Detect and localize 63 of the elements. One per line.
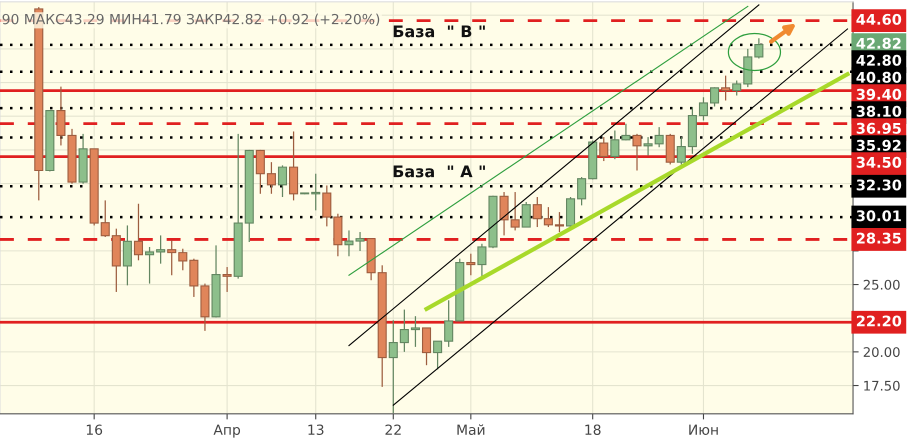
x-tick-label: Июн: [689, 424, 718, 435]
text: 42.82: [856, 38, 901, 49]
candlestick: [654, 126, 664, 148]
candlestick: [388, 320, 398, 414]
candlestick: [532, 196, 542, 228]
candlestick: [698, 96, 708, 122]
candlestick: [311, 173, 320, 211]
candlestick: [754, 38, 764, 60]
candlestick: [721, 74, 730, 102]
x-tick-label: 13: [308, 424, 324, 435]
candlestick: [522, 201, 531, 228]
candlestick: [145, 246, 154, 284]
ref-line-label: 40.80: [856, 72, 902, 83]
x-tick-label: Апр: [214, 424, 240, 438]
candlestick: [134, 203, 144, 261]
ref-line-label: 35.92: [856, 140, 901, 151]
ref-line-label: 34.50: [856, 156, 902, 168]
candlestick: [644, 136, 653, 156]
candlestick: [356, 231, 365, 252]
ref-line-label: 36.95: [856, 122, 901, 134]
x-tick-label: 18: [585, 424, 601, 435]
ref-line-label: 22.20: [856, 315, 902, 326]
candlestick: [554, 211, 564, 233]
candlestick: [500, 191, 509, 236]
ref-line-label: 44.60: [856, 14, 902, 25]
ref-line-label: 38.10: [856, 106, 902, 117]
candlestick: [466, 253, 476, 276]
candlestick: [344, 230, 354, 257]
candlestick: [444, 300, 454, 348]
x-tick-label: 22: [385, 424, 401, 435]
annotation: База " A ": [394, 166, 485, 178]
candlestick: [156, 234, 166, 264]
ref-line-label: 30.01: [856, 210, 901, 222]
candlestick: [278, 164, 288, 198]
candlestick: [100, 200, 110, 238]
candlestick: [477, 243, 486, 278]
y-tick-label: 20.00: [864, 347, 900, 358]
candlestick: [610, 130, 620, 160]
candlestick: [544, 206, 553, 228]
candlestick: [256, 149, 265, 194]
ref-line-label: 42.80: [856, 54, 902, 66]
candlestick: [621, 123, 630, 142]
candlestick: [400, 308, 409, 352]
candlestick: [266, 162, 276, 194]
candlestick: [510, 191, 520, 232]
candlestick: [410, 316, 420, 348]
ref-line-label: 28.35: [856, 232, 901, 244]
x-tick-label: Май: [457, 424, 484, 435]
candlestick: [222, 266, 232, 293]
y-tick-label: 17.50: [864, 380, 900, 391]
text: 90 МАКС43.29 МИН41.79 ЗАКР42.82 +0.92 (+2.20%): [2, 14, 380, 26]
candlestick: [710, 86, 720, 108]
y-tick-label: 25.00: [864, 280, 900, 290]
ref-line-label: 39.40: [856, 88, 902, 100]
candlestick: [433, 340, 442, 370]
ref-line-label: 32.30: [856, 179, 902, 190]
candlestick: [599, 136, 608, 162]
candlestick: [577, 176, 586, 206]
x-tick-label: 16: [86, 424, 102, 435]
candlestick: [322, 184, 332, 227]
candlestick: [632, 133, 642, 172]
annotation: База " B ": [394, 25, 485, 38]
candlestick: [676, 136, 686, 166]
